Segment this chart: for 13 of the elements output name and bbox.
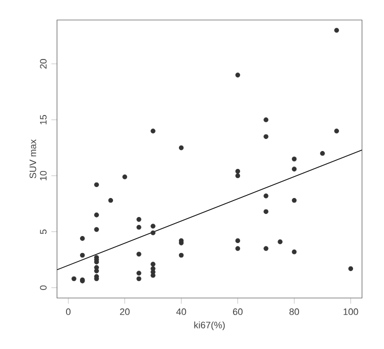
x-tick-label: 60 (233, 308, 243, 315)
y-tick-label: 0 (40, 285, 47, 290)
y-axis-title: SUV max (30, 139, 36, 178)
x-tick-label: 0 (66, 308, 71, 315)
y-tick-label: 20 (40, 59, 47, 69)
y-tick-label: 10 (40, 170, 47, 180)
x-tick-label: 100 (344, 308, 358, 315)
x-tick-label: 20 (120, 308, 130, 315)
x-tick-label: 40 (176, 308, 186, 315)
x-tick-label: 80 (289, 308, 300, 315)
x-axis-title: ki67(%) (194, 322, 225, 330)
y-tick-label: 5 (40, 230, 47, 234)
y-tick-label: 15 (40, 115, 47, 124)
